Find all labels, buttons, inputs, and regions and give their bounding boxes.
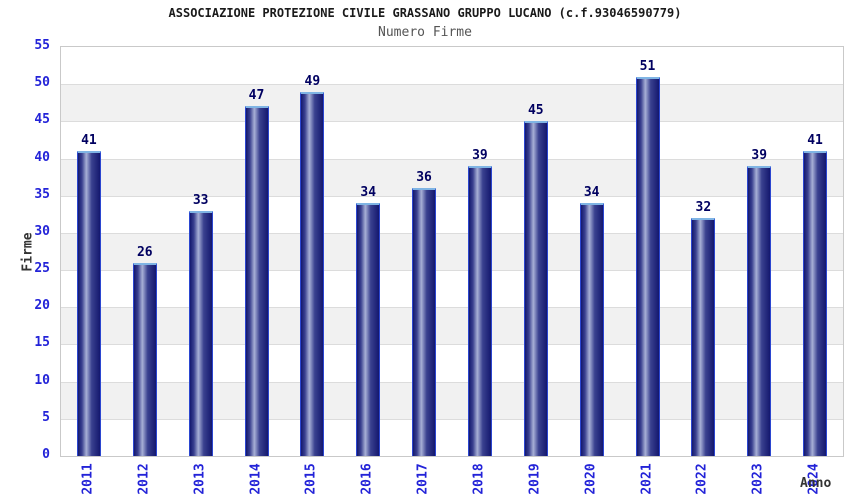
bar-value-label: 39	[751, 147, 768, 163]
bar-2016	[356, 203, 381, 456]
x-tick-label-2023: 2023	[750, 463, 766, 495]
y-tick-label: 25	[34, 261, 50, 277]
y-tick-label: 30	[34, 223, 50, 239]
y-tick-label: 45	[34, 112, 50, 128]
bar-2011	[76, 151, 101, 456]
plot-band	[61, 47, 843, 85]
bar-2017	[412, 188, 437, 456]
bar-value-label: 41	[81, 133, 97, 149]
gridline	[61, 159, 843, 160]
plot-band	[61, 158, 843, 196]
plot-area: 41 26 33 47 49 34 36 39 45 34 51 32 39 41	[60, 46, 844, 457]
bar-value-label: 33	[192, 192, 209, 208]
bar-2022	[691, 218, 716, 456]
plot-band	[61, 381, 843, 419]
x-tick-label-2015: 2015	[303, 463, 319, 495]
gridline	[61, 233, 843, 234]
plot-band	[61, 344, 843, 382]
bar-value-label: 41	[807, 133, 823, 149]
gridline	[61, 307, 843, 308]
y-tick-label: 35	[34, 186, 50, 202]
x-tick-label-2011: 2011	[80, 463, 96, 495]
x-tick-label-2020: 2020	[583, 463, 599, 495]
bar-2020	[579, 203, 604, 456]
x-tick-label-2016: 2016	[359, 463, 375, 495]
bar-2021	[635, 76, 660, 456]
gridline	[61, 121, 843, 122]
bar-value-label: 49	[304, 73, 321, 89]
y-tick-label: 40	[34, 149, 50, 165]
plot-band	[61, 195, 843, 233]
bar-2015	[300, 91, 325, 456]
chart-title: ASSOCIAZIONE PROTEZIONE CIVILE GRASSANO …	[168, 6, 682, 20]
gridline	[61, 270, 843, 271]
bar-value-label: 47	[248, 88, 265, 104]
x-tick-label-2017: 2017	[415, 463, 431, 495]
bar-2018	[467, 165, 492, 456]
x-tick-label-2012: 2012	[136, 463, 152, 495]
y-tick-label: 5	[42, 409, 50, 425]
gridline	[61, 196, 843, 197]
bar-value-label: 39	[472, 147, 488, 163]
y-tick-label: 20	[34, 298, 50, 314]
gridline	[61, 419, 843, 420]
bar-2019	[523, 121, 548, 456]
plot-band	[61, 307, 843, 345]
y-tick-label: 50	[34, 75, 50, 91]
y-tick-label: 10	[34, 372, 50, 388]
bar-value-label: 32	[695, 200, 712, 216]
bar-value-label: 51	[639, 58, 656, 74]
bar-2024	[803, 151, 828, 456]
x-tick-label-2019: 2019	[527, 463, 543, 495]
y-tick-label: 55	[34, 38, 50, 53]
bar-value-label: 26	[136, 244, 153, 260]
bar-2013	[188, 210, 213, 456]
gridline	[61, 382, 843, 383]
plot-band	[61, 232, 843, 271]
x-tick-label-2022: 2022	[694, 463, 710, 495]
bar-value-label: 34	[360, 185, 377, 201]
bar-2012	[132, 262, 157, 456]
x-tick-label-2021: 2021	[639, 463, 654, 495]
plot-band	[61, 418, 843, 456]
y-tick-label: 0	[42, 447, 50, 462]
x-axis-title: Anno	[800, 476, 832, 491]
bar-value-label: 34	[583, 185, 600, 201]
bar-2023	[747, 165, 772, 456]
x-tick-label-2018: 2018	[471, 463, 487, 495]
chart-subtitle: Numero Firme	[378, 25, 472, 40]
bar-value-label: 36	[416, 170, 432, 186]
y-tick-label: 15	[34, 335, 50, 351]
gridline	[61, 84, 843, 85]
gridline	[61, 344, 843, 345]
plot-band	[61, 121, 843, 159]
plot-band	[61, 84, 843, 122]
y-axis-title: Firme	[20, 232, 36, 272]
x-tick-label-2014: 2014	[248, 463, 263, 495]
x-tick-label-2013: 2013	[192, 463, 208, 495]
bar-value-label: 45	[527, 103, 544, 119]
plot-band	[61, 270, 843, 308]
bar-2014	[244, 106, 269, 456]
